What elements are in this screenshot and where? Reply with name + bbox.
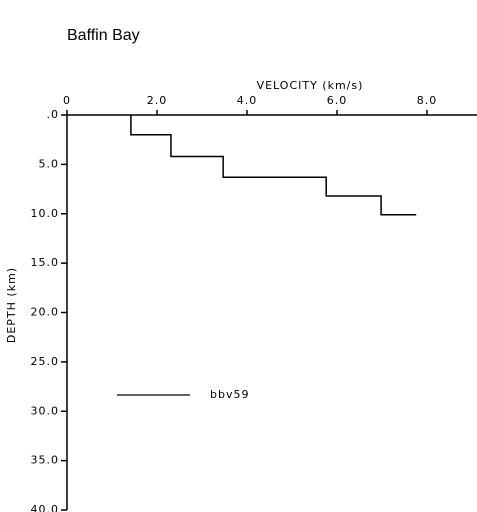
y-tick-label: .0 [47, 108, 60, 121]
y-tick-label: 15.0 [31, 256, 60, 269]
x-tick-label: 6.0 [327, 94, 348, 107]
legend-label: bbv59 [210, 388, 249, 401]
y-tick-label: 5.0 [39, 157, 60, 170]
y-tick-label: 25.0 [31, 355, 60, 368]
y-tick-label: 20.0 [31, 306, 60, 319]
x-tick-label: 2.0 [147, 94, 168, 107]
chart-title: Baffin Bay [67, 27, 140, 44]
y-tick-label: 40.0 [31, 503, 60, 512]
data-line [130, 115, 417, 216]
x-tick-label: 4.0 [237, 94, 258, 107]
x-tick-label: 0 [63, 94, 71, 107]
x-tick-label: 8.0 [417, 94, 438, 107]
y-axis-label: DEPTH (km) [5, 267, 18, 343]
y-tick-label: 10.0 [31, 207, 60, 220]
y-tick-label: 30.0 [31, 404, 60, 417]
x-axis-label: VELOCITY (km/s) [257, 79, 364, 92]
y-tick-label: 35.0 [31, 454, 60, 467]
